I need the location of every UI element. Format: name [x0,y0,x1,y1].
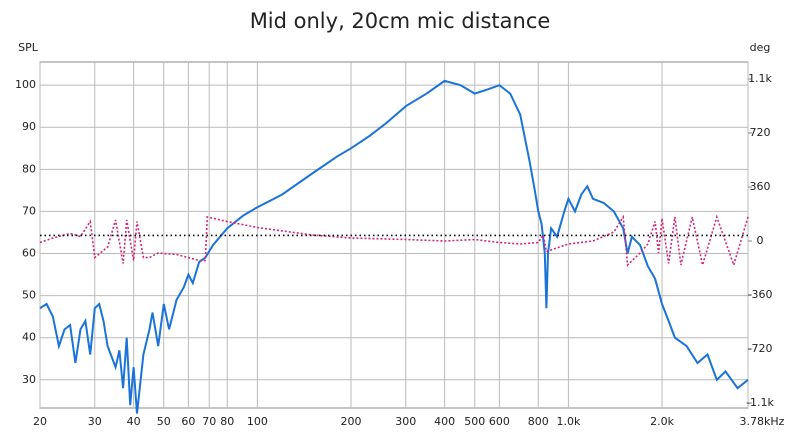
x-tick-label: 80 [220,415,234,428]
y-tick-label: 30 [22,373,36,386]
x-tick-label: 100 [247,415,268,428]
x-tick-label: 600 [489,415,510,428]
y2-tick-label: 720 [750,126,771,139]
x-tick-label: 60 [181,415,195,428]
x-tick-label: 40 [127,415,141,428]
series-line [39,214,749,268]
y-tick-label: 40 [22,331,36,344]
x-tick-label: 2.0k [650,415,674,428]
x-tick-label: 500 [464,415,485,428]
y2-tick-label: 0 [757,234,764,247]
y2-tick-label: 360 [750,180,771,193]
x-tick-label: 400 [434,415,455,428]
y-tick-label: 60 [22,247,36,260]
x-tick-label: 200 [341,415,362,428]
y-tick-label: 70 [22,204,36,217]
x-tick-label: 50 [157,415,171,428]
y-tick-label: 100 [15,78,36,91]
y2-tick-label: -720 [748,342,773,355]
y2-axis-label: deg [750,41,771,54]
series-line [39,79,749,414]
y-tick-label: 50 [22,289,36,302]
y-axis-label: SPL [18,41,39,54]
x-tick-label: 20 [33,415,47,428]
x-tick-label: 1.0k [556,415,580,428]
x-tick-label: 300 [395,415,416,428]
x-tick-label: 3.78kHz [740,415,785,428]
y2-tick-label: 1.1k [748,72,772,85]
y2-tick-label: -360 [748,288,773,301]
plot-frame [39,61,749,409]
y-tick-label: 90 [22,120,36,133]
x-tick-label: 800 [528,415,549,428]
y-tick-label: 80 [22,162,36,175]
chart-title: Mid only, 20cm mic distance [250,9,551,33]
y2-tick-label: -1.1k [746,396,774,409]
x-tick-label: 70 [202,415,216,428]
x-tick-label: 30 [88,415,102,428]
